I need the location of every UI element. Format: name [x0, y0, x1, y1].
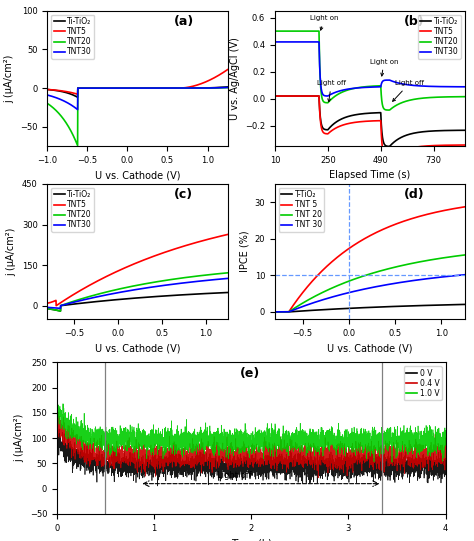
Text: Light on: Light on [370, 58, 398, 76]
Legend: T-TiO₂, TNT 5, TNT 20, TNT 30: T-TiO₂, TNT 5, TNT 20, TNT 30 [279, 188, 324, 232]
Legend: Ti-TiO₂, TNT5, TNT20, TNT30: Ti-TiO₂, TNT5, TNT20, TNT30 [418, 15, 461, 58]
Text: Light off: Light off [217, 471, 252, 480]
Y-axis label: j (μA/cm²): j (μA/cm²) [6, 227, 16, 276]
Y-axis label: j (μA/cm²): j (μA/cm²) [14, 414, 24, 463]
Text: Light off: Light off [317, 80, 346, 102]
Legend: Ti-TiO₂, TNT5, TNT20, TNT30: Ti-TiO₂, TNT5, TNT20, TNT30 [51, 15, 94, 58]
Text: (a): (a) [173, 15, 194, 28]
Text: Light on: Light on [310, 15, 339, 30]
Legend: Ti-TiO₂, TNT5, TNT20, TNT30: Ti-TiO₂, TNT5, TNT20, TNT30 [51, 188, 94, 232]
Y-axis label: j (μA/cm²): j (μA/cm²) [5, 54, 15, 103]
Text: (c): (c) [173, 188, 192, 201]
X-axis label: U vs. Cathode (V): U vs. Cathode (V) [95, 170, 180, 180]
Text: Light off: Light off [392, 80, 424, 101]
Text: (e): (e) [239, 367, 260, 380]
Y-axis label: IPCE (%): IPCE (%) [239, 231, 249, 272]
Legend: 0 V, 0.4 V, 1.0 V: 0 V, 0.4 V, 1.0 V [404, 366, 442, 400]
X-axis label: U vs. Cathode (V): U vs. Cathode (V) [327, 344, 412, 353]
X-axis label: Elapsed Time (s): Elapsed Time (s) [329, 170, 410, 180]
Y-axis label: U vs. Ag/AgCl (V): U vs. Ag/AgCl (V) [229, 37, 239, 120]
X-axis label: Time (h): Time (h) [231, 538, 272, 541]
X-axis label: U vs. Cathode (V): U vs. Cathode (V) [95, 344, 180, 353]
Text: (d): (d) [404, 188, 425, 201]
Text: (b): (b) [404, 15, 425, 28]
